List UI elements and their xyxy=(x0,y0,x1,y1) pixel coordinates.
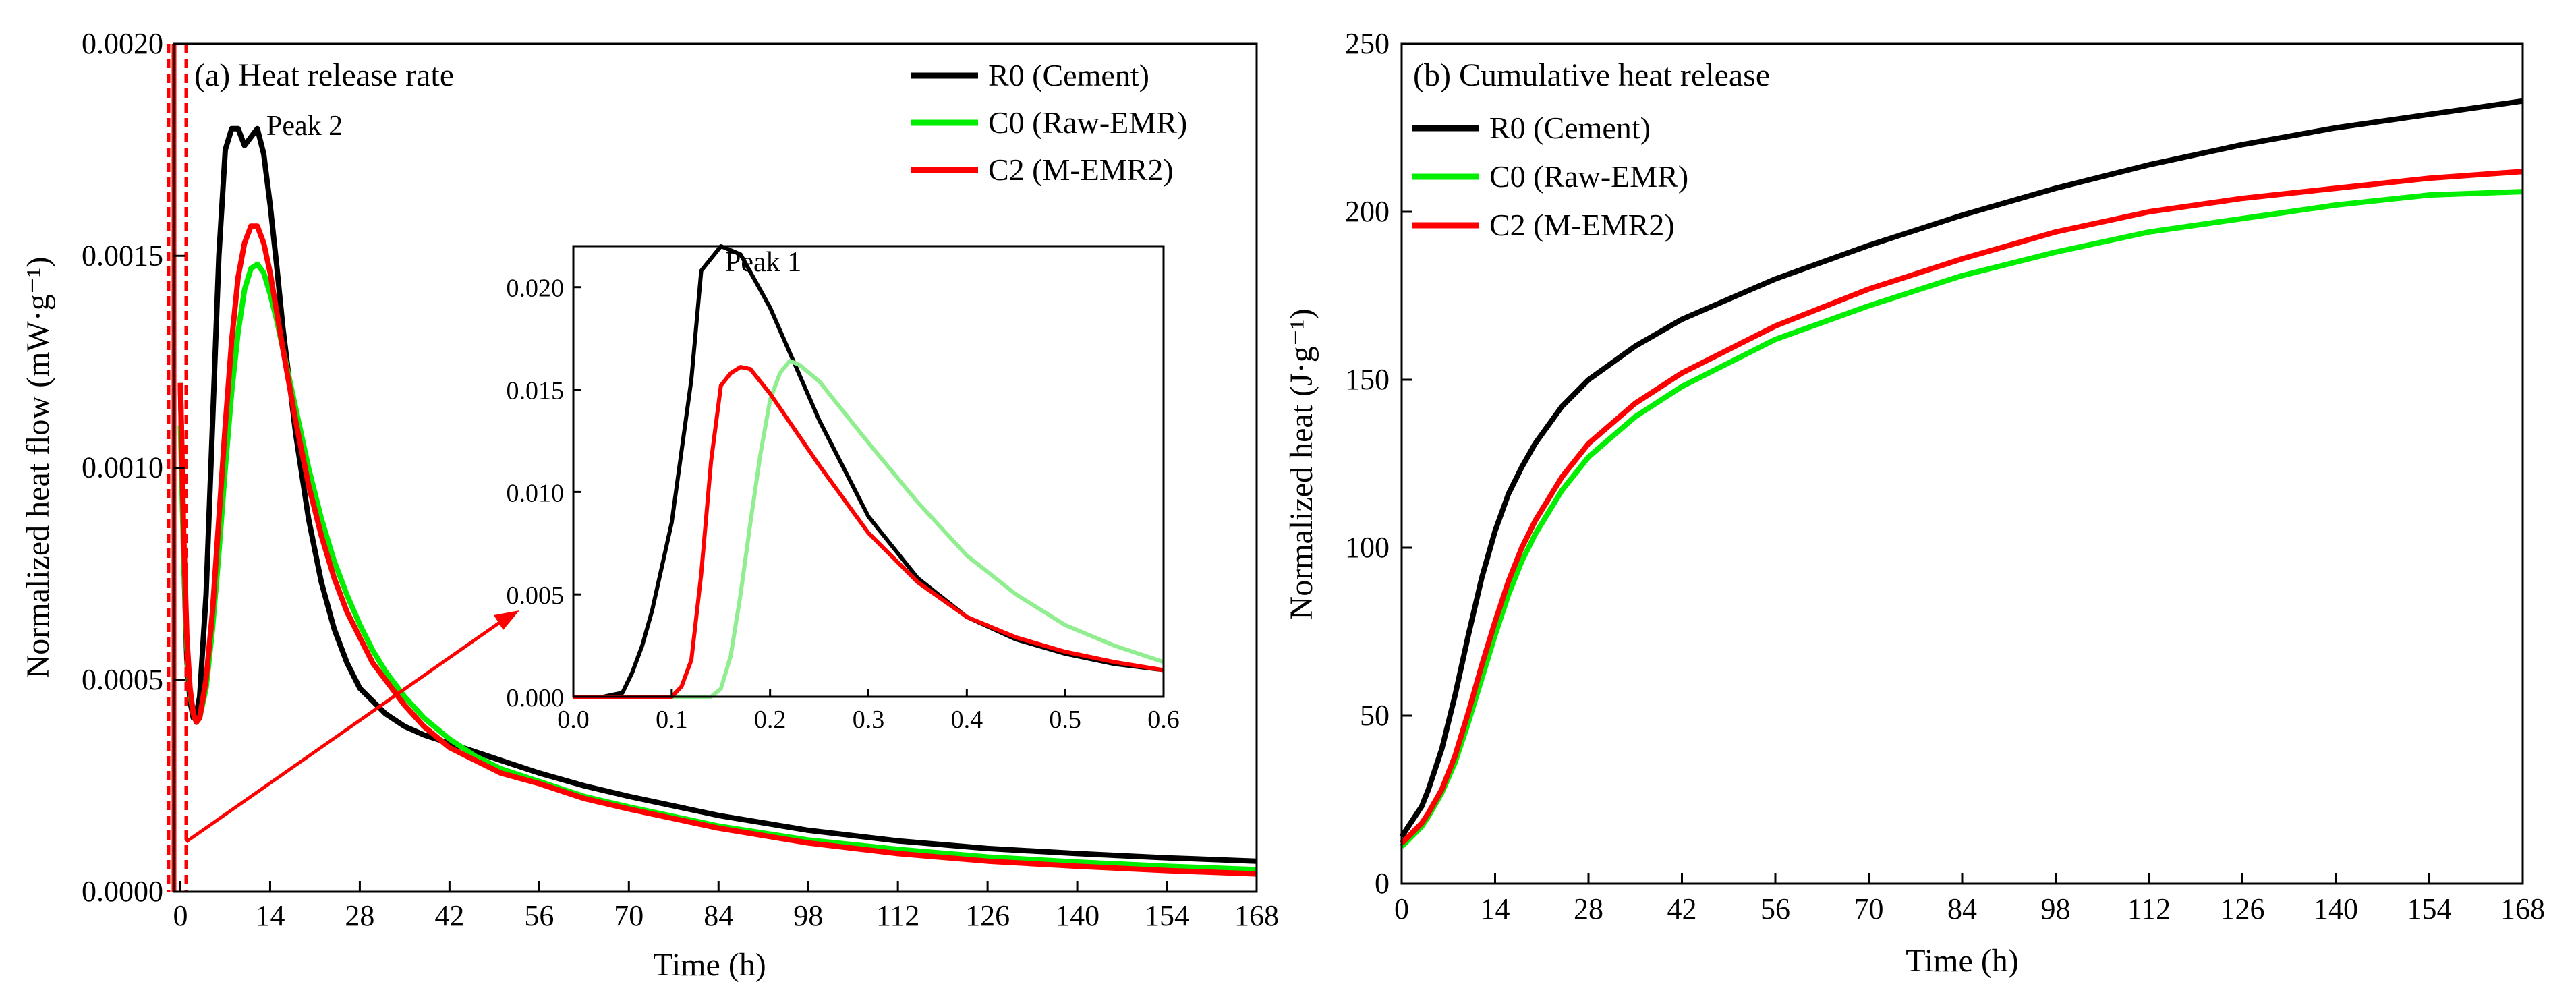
panel-a-series-c2-m-emr2 xyxy=(177,223,1257,877)
inset-series-c2-m-emr2 xyxy=(573,365,1164,699)
zoom-arrow-line xyxy=(185,615,509,844)
panel-a-x-tick-label: 154 xyxy=(1145,899,1189,932)
panel-a-x-tick-label: 14 xyxy=(255,899,285,932)
panel-a-x-ticks: 0 14 28 42 56 70 84 98 112 126 140 154 168 xyxy=(173,881,1279,932)
inset-x-tick-label: 0.1 xyxy=(656,706,688,734)
panel-b-title: (b) Cumulative heat release xyxy=(1413,57,1770,93)
panel-a-y-tick-label: 0.0015 xyxy=(82,239,163,272)
panel-a-legend-label-c2-m-emr2: C2 (M-EMR2) xyxy=(988,152,1174,187)
panel-a-legend-label-r0-cement: R0 (Cement) xyxy=(988,58,1149,92)
inset-series-c0-raw-emr xyxy=(573,359,1164,699)
panel-a-y-axis-title: Normalized heat flow (mW·g⁻¹) xyxy=(20,257,56,679)
panel-b-y-axis-title: Normalized heat (J·g⁻¹) xyxy=(1284,309,1319,620)
inset-series-group xyxy=(573,244,1164,699)
panel-b-legend: R0 (Cement) C0 (Raw-EMR) C2 (M-EMR2) xyxy=(1412,111,1688,242)
inset-x-tick-label: 0.0 xyxy=(557,706,590,734)
panel-a-x-tick-label: 84 xyxy=(704,899,733,932)
panel-a-x-tick-label: 98 xyxy=(793,899,823,932)
inset-x-ticks: 0.0 0.1 0.2 0.3 0.4 0.5 0.6 xyxy=(557,689,1180,734)
panel-a-x-tick-label: 0 xyxy=(173,899,188,932)
panel-b-y-tick-label: 100 xyxy=(1345,531,1390,564)
inset-x-tick-label: 0.5 xyxy=(1049,706,1081,734)
panel-b-y-ticks: 0 50 100 150 200 250 xyxy=(1345,27,1412,900)
panel-a-legend: R0 (Cement) C0 (Raw-EMR) C2 (M-EMR2) xyxy=(911,58,1187,187)
panel-a-x-tick-label: 126 xyxy=(965,899,1010,932)
peak-2-annotation: Peak 2 xyxy=(266,111,343,142)
panel-a-x-axis-title: Time (h) xyxy=(653,947,766,983)
panel-b-x-tick-label: 56 xyxy=(1761,892,1790,925)
zoom-arrow-head xyxy=(494,610,519,630)
panel-b-cumulative-heat: 0 50 100 150 200 250 0 14 28 42 56 70 84 98 112 126 140… xyxy=(1284,27,2545,979)
panel-b-x-tick-label: 154 xyxy=(2407,892,2452,925)
panel-a-y-ticks: 0.0000 0.0005 0.0010 0.0015 0.0020 xyxy=(82,27,185,908)
panel-b-series-c0-raw-emr xyxy=(1400,189,2523,849)
panel-b-x-tick-label: 14 xyxy=(1481,892,1510,925)
panel-b-y-tick-label: 0 xyxy=(1375,867,1390,900)
inset-y-tick-label: 0.005 xyxy=(507,581,565,610)
panel-a-x-tick-label: 42 xyxy=(434,899,464,932)
panel-b-y-tick-label: 200 xyxy=(1345,195,1390,228)
panel-a-x-tick-label: 70 xyxy=(614,899,643,932)
inset-background xyxy=(573,246,1164,697)
inset-x-tick-label: 0.4 xyxy=(951,706,983,734)
panel-b-x-tick-label: 140 xyxy=(2314,892,2358,925)
panel-a-title: (a) Heat release rate xyxy=(194,57,454,93)
panel-b-x-ticks: 0 14 28 42 56 70 84 98 112 126 140 154 168 xyxy=(1394,873,2545,925)
panel-b-legend-label-c0-raw-emr: C0 (Raw-EMR) xyxy=(1489,159,1688,194)
panel-b-y-tick-label: 250 xyxy=(1345,27,1390,60)
panel-a-y-tick-label: 0.0010 xyxy=(82,451,163,484)
panel-a-series-group xyxy=(177,125,1257,877)
panel-b-y-tick-label: 150 xyxy=(1345,363,1390,396)
panel-b-legend-label-c2-m-emr2: C2 (M-EMR2) xyxy=(1489,208,1675,242)
inset-y-tick-label: 0.010 xyxy=(507,479,565,507)
inset-x-tick-label: 0.2 xyxy=(754,706,786,734)
panel-a-series-r0-cement xyxy=(177,125,1257,864)
inset-x-tick-label: 0.6 xyxy=(1147,706,1180,734)
inset-y-ticks: 0.000 0.005 0.010 0.015 0.020 xyxy=(507,275,581,712)
panel-a-x-tick-label: 28 xyxy=(345,899,374,932)
inset-y-tick-label: 0.000 xyxy=(507,684,565,712)
panel-a-y-tick-label: 0.0020 xyxy=(82,27,163,60)
panel-b-series-c2-m-emr2 xyxy=(1400,169,2523,846)
panel-a-y-tick-label: 0.0000 xyxy=(82,875,163,908)
panel-a-x-tick-label: 112 xyxy=(876,899,919,932)
panel-b-series-group xyxy=(1399,98,2523,849)
inset-y-tick-label: 0.020 xyxy=(507,275,565,303)
panel-b-x-tick-label: 126 xyxy=(2221,892,2265,925)
panel-b-x-tick-label: 112 xyxy=(2127,892,2171,925)
panel-b-x-tick-label: 28 xyxy=(1574,892,1603,925)
panel-b-x-axis-title: Time (h) xyxy=(1906,943,2019,979)
panel-b-x-tick-label: 98 xyxy=(2041,892,2071,925)
panel-b-x-tick-label: 70 xyxy=(1854,892,1884,925)
panel-b-y-tick-label: 50 xyxy=(1360,699,1390,732)
inset-y-tick-label: 0.015 xyxy=(507,377,565,405)
panel-a-legend-label-c0-raw-emr: C0 (Raw-EMR) xyxy=(988,105,1187,140)
panel-b-legend-label-r0-cement: R0 (Cement) xyxy=(1489,111,1651,145)
panel-b-x-tick-label: 42 xyxy=(1667,892,1697,925)
peak-1-annotation: Peak 1 xyxy=(725,247,801,278)
panel-b-series-r0-cement xyxy=(1399,98,2523,838)
panel-b-x-tick-label: 168 xyxy=(2500,892,2545,925)
panel-a-x-tick-label: 168 xyxy=(1234,899,1279,932)
panel-b-x-tick-label: 84 xyxy=(1947,892,1977,925)
panel-a-x-tick-label: 56 xyxy=(524,899,554,932)
panel-b-x-tick-label: 0 xyxy=(1394,892,1409,925)
panel-a-heat-release-rate: 0.0000 0.0005 0.0010 0.0015 0.0020 0 14 28 42 56… xyxy=(20,27,1279,983)
panel-a-x-tick-label: 140 xyxy=(1055,899,1099,932)
panel-a-y-tick-label: 0.0005 xyxy=(82,663,163,696)
inset-x-tick-label: 0.3 xyxy=(853,706,885,734)
